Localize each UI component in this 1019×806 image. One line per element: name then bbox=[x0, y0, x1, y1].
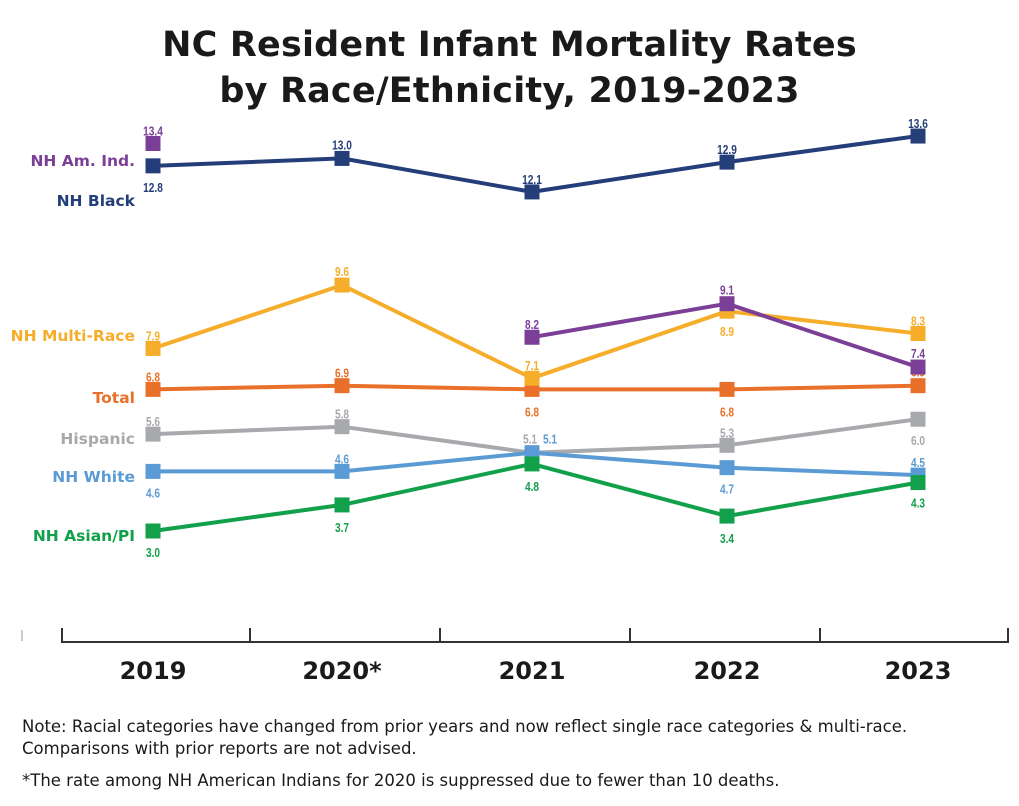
legend-label-total: Total bbox=[93, 389, 135, 407]
data-label-nh-asian-pi-2020: 3.7 bbox=[335, 521, 349, 535]
data-label-total-2021: 6.8 bbox=[525, 405, 540, 419]
data-label-nh-black-2022: 12.9 bbox=[717, 143, 737, 157]
data-label-nh-white-2021: 5.1 bbox=[543, 433, 558, 447]
data-label-hispanic-2019: 5.6 bbox=[146, 415, 161, 429]
data-point-hispanic-2023 bbox=[910, 411, 926, 427]
legend-label-hispanic: Hispanic bbox=[60, 430, 135, 448]
data-point-hispanic-2022 bbox=[719, 437, 735, 453]
data-point-nh-asian-pi-2022 bbox=[719, 508, 735, 524]
data-point-nh-multi-race-2023 bbox=[910, 326, 926, 342]
data-point-nh-black-2019 bbox=[145, 158, 161, 174]
data-label-nh-am-ind-2023: 7.4 bbox=[911, 347, 926, 361]
data-label-nh-multi-race-2022: 8.9 bbox=[720, 325, 735, 339]
data-point-nh-am-ind-2021 bbox=[524, 329, 540, 345]
footnote-race-categories: Note: Racial categories have changed fro… bbox=[22, 717, 908, 758]
x-tick-label-2020: 2020* bbox=[302, 657, 382, 685]
data-label-total-2020: 6.9 bbox=[335, 367, 350, 381]
data-label-nh-white-2020: 4.6 bbox=[335, 452, 350, 466]
data-point-hispanic-2019 bbox=[145, 426, 161, 442]
data-label-hispanic-2023: 6.0 bbox=[911, 434, 925, 448]
data-label-nh-multi-race-2020: 9.6 bbox=[335, 265, 350, 279]
data-point-nh-am-ind-2019 bbox=[145, 135, 161, 151]
data-point-nh-white-2019 bbox=[145, 463, 161, 479]
data-label-nh-asian-pi-2021: 4.8 bbox=[525, 480, 540, 494]
data-label-nh-black-2021: 12.1 bbox=[522, 173, 542, 187]
data-point-hispanic-2020 bbox=[334, 419, 350, 435]
x-tick-label-2021: 2021 bbox=[499, 657, 566, 685]
data-label-nh-am-ind-2021: 8.2 bbox=[525, 318, 540, 332]
data-label-nh-white-2019: 4.6 bbox=[146, 486, 161, 500]
data-label-total-2022: 6.8 bbox=[720, 405, 735, 419]
data-label-nh-multi-race-2019: 7.9 bbox=[146, 329, 161, 343]
data-label-nh-black-2019: 12.8 bbox=[143, 181, 163, 195]
x-tick-label-2023: 2023 bbox=[885, 657, 952, 685]
data-label-nh-multi-race-2023: 8.3 bbox=[911, 314, 926, 328]
legend-label-nh-asian-pi: NH Asian/PI bbox=[33, 527, 135, 545]
data-point-nh-black-2020 bbox=[334, 150, 350, 166]
data-point-nh-asian-pi-2023 bbox=[910, 475, 926, 491]
data-label-nh-multi-race-2021: 7.1 bbox=[525, 359, 540, 373]
data-point-total-2020 bbox=[334, 378, 350, 394]
footnote-suppression: *The rate among NH American Indians for … bbox=[22, 771, 780, 790]
data-point-nh-asian-pi-2020 bbox=[334, 497, 350, 513]
data-label-nh-asian-pi-2019: 3.0 bbox=[146, 546, 160, 560]
data-point-nh-multi-race-2020 bbox=[334, 277, 350, 293]
series-line-nh-asian-pi bbox=[152, 461, 919, 533]
data-label-nh-black-2020: 13.0 bbox=[332, 138, 352, 152]
data-label-nh-white-2022: 4.7 bbox=[720, 483, 734, 497]
data-label-nh-asian-pi-2022: 3.4 bbox=[720, 532, 735, 546]
data-point-total-2019 bbox=[145, 381, 161, 397]
x-tick-label-2022: 2022 bbox=[694, 657, 761, 685]
chart-title: NC Resident Infant Mortality Rates by Ra… bbox=[0, 22, 1019, 114]
data-label-nh-am-ind-2022: 9.1 bbox=[720, 284, 735, 298]
data-label-hispanic-2020: 5.8 bbox=[335, 408, 350, 422]
chart-title-line2: by Race/Ethnicity, 2019-2023 bbox=[219, 71, 800, 111]
legend-label-nh-black: NH Black bbox=[57, 192, 136, 210]
legend-label-nh-multi-race: NH Multi-Race bbox=[11, 327, 135, 345]
data-point-nh-white-2022 bbox=[719, 460, 735, 476]
data-point-nh-multi-race-2019 bbox=[145, 340, 161, 356]
data-point-nh-asian-pi-2019 bbox=[145, 523, 161, 539]
data-label-nh-am-ind-2019: 13.4 bbox=[143, 124, 163, 138]
legend-label-nh-am-ind: NH Am. Ind. bbox=[30, 152, 135, 170]
data-point-nh-am-ind-2022 bbox=[719, 296, 735, 312]
legend-label-nh-white: NH White bbox=[52, 468, 135, 486]
data-point-nh-multi-race-2021 bbox=[524, 370, 540, 386]
data-point-nh-black-2023 bbox=[910, 128, 926, 144]
data-point-total-2022 bbox=[719, 381, 735, 397]
data-point-nh-black-2022 bbox=[719, 154, 735, 170]
data-point-nh-am-ind-2023 bbox=[910, 359, 926, 375]
data-label-total-2019: 6.8 bbox=[146, 370, 161, 384]
data-point-total-2023 bbox=[910, 378, 926, 394]
data-label-hispanic-2022: 5.3 bbox=[720, 426, 735, 440]
data-label-nh-asian-pi-2023: 4.3 bbox=[911, 496, 926, 510]
chart-title-line1: NC Resident Infant Mortality Rates bbox=[162, 25, 857, 65]
data-point-nh-asian-pi-2021 bbox=[524, 456, 540, 472]
line-chart: 2019 2020* 2021 2022 2023 5.6 5.8 5.1 5.3 6.0 Hisp… bbox=[11, 117, 1009, 685]
data-point-nh-white-2020 bbox=[334, 463, 350, 479]
data-label-nh-black-2023: 13.6 bbox=[908, 117, 928, 131]
data-label-hispanic-2021: 5.1 bbox=[523, 433, 538, 447]
data-point-nh-black-2021 bbox=[524, 184, 540, 200]
data-label-nh-white-2023: 4.5 bbox=[911, 456, 926, 470]
x-tick-label-2019: 2019 bbox=[120, 657, 187, 685]
